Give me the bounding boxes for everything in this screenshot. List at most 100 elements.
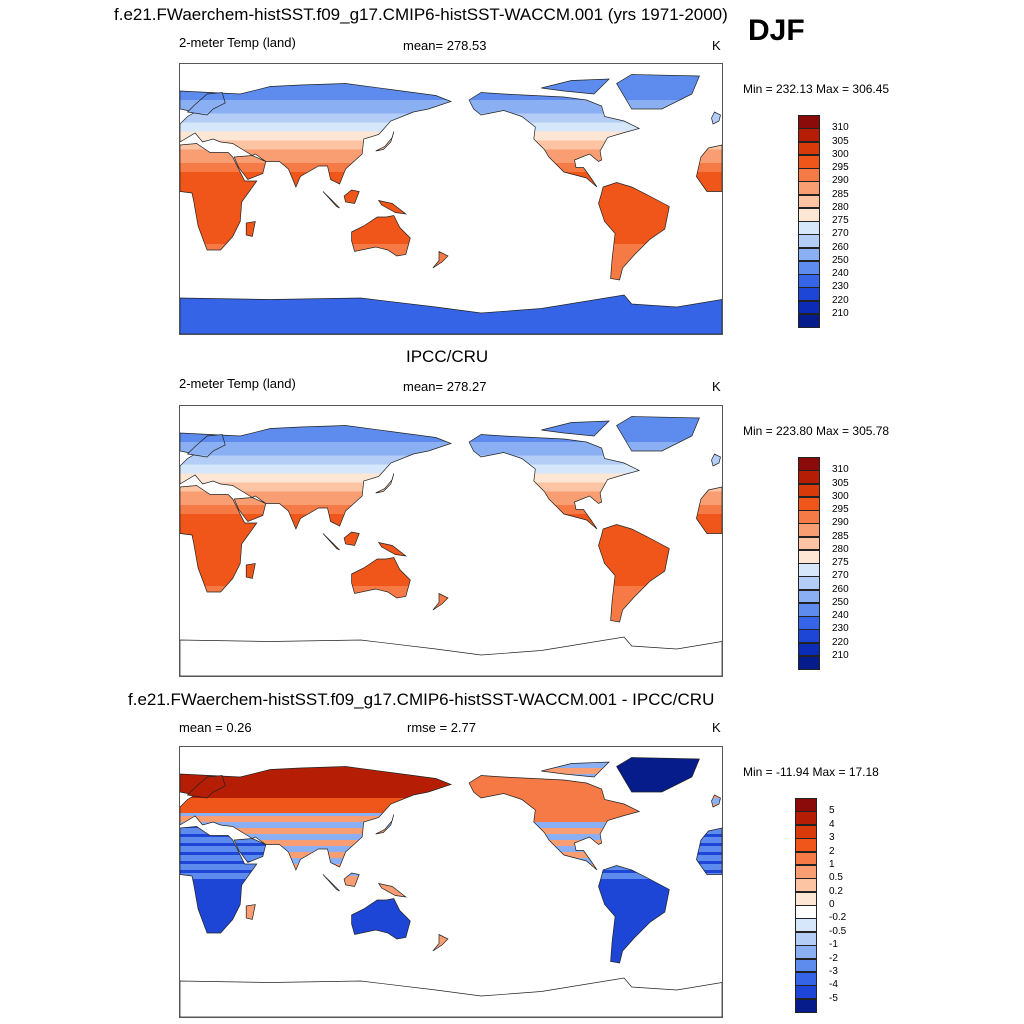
coastline-japan (375, 814, 395, 835)
colorbar-label: 260 (832, 583, 849, 595)
colorbar-box (798, 194, 820, 209)
colorbar-label: -0.2 (829, 912, 847, 924)
coastline-samerica (598, 524, 670, 623)
panel2-unit-label: K (712, 379, 721, 394)
colorbar-box (798, 221, 820, 235)
colorbar-label: 210 (832, 307, 849, 319)
coastline-greenland (616, 757, 700, 793)
panel1-map (179, 63, 723, 335)
colorbar-label: -0.5 (829, 925, 847, 937)
coastline-namerica (468, 775, 641, 871)
colorbar-box (795, 971, 817, 986)
coastline-madagascar (245, 904, 256, 920)
colorbar-box (798, 274, 820, 288)
colorbar-label: 275 (832, 557, 849, 568)
colorbar-label: 305 (832, 477, 849, 489)
colorbar-label: 3 (829, 832, 835, 844)
panel3-title: f.e21.FWaerchem-histSST.f09_g17.CMIP6-hi… (128, 690, 715, 709)
coastline-madagascar (245, 221, 256, 237)
colorbar-label: 305 (832, 135, 849, 147)
coastline-antarctica (180, 977, 722, 1017)
coastline-britain (711, 794, 721, 808)
coastline-africa (180, 143, 258, 251)
coastline-australia (351, 898, 411, 940)
coastline-arabia (233, 155, 267, 180)
colorbar-box (798, 536, 820, 551)
colorbar-box (798, 168, 820, 182)
colorbar-box (798, 154, 820, 169)
colorbar-label: 310 (832, 122, 849, 134)
colorbar-label: 300 (832, 148, 849, 160)
coastline-australia (351, 215, 411, 257)
colorbar-label: 295 (832, 504, 849, 515)
coastline-australia (351, 557, 411, 599)
panel1-mean-label: mean= 278.53 (403, 38, 487, 53)
panel1-unit-label: K (712, 38, 721, 53)
colorbar-label: 300 (832, 490, 849, 502)
panel3-map (179, 746, 723, 1018)
coastline-samerica (598, 182, 670, 281)
coastline-madagascar (245, 563, 256, 579)
colorbar-label: 2 (829, 845, 835, 857)
coastline-borneo (343, 189, 360, 204)
colorbar-box (798, 207, 820, 222)
panel2-title: IPCC/CRU (406, 347, 489, 366)
colorbar-box (798, 313, 820, 328)
colorbar-label: 4 (829, 818, 835, 830)
colorbar-label: 240 (832, 610, 849, 621)
colorbar-box (798, 260, 820, 275)
colorbar-label: -1 (829, 939, 838, 951)
colorbar-box (795, 945, 817, 959)
coastline-africaW (696, 486, 722, 534)
colorbar-label: 285 (832, 530, 849, 542)
coastline-scandinavia (186, 434, 226, 458)
colorbar-label: 210 (832, 649, 849, 661)
coastline-japan (375, 131, 395, 152)
coastline-arcticIslands (541, 761, 610, 778)
colorbar-label: 285 (832, 188, 849, 200)
colorbar-box (795, 864, 817, 879)
colorbar-label: -2 (829, 952, 838, 964)
colorbar-box (795, 998, 817, 1013)
colorbar-box (798, 510, 820, 524)
coastline-eurasia (180, 83, 453, 188)
season-label: DJF (748, 14, 805, 47)
panel2-mean-label: mean= 278.27 (403, 379, 487, 394)
colorbar-box (795, 851, 817, 866)
coastline-sumatra (322, 533, 340, 551)
colorbar-label: 250 (832, 254, 849, 266)
panel2-map (179, 405, 723, 677)
colorbar-label: 5 (829, 805, 835, 817)
colorbar-box (798, 457, 820, 471)
colorbar-box (798, 128, 820, 142)
panel1-variable-label: 2-meter Temp (land) (179, 35, 296, 50)
coastline-namerica (468, 434, 641, 530)
colorbar-label: 0.5 (829, 872, 843, 884)
coastline-africa (180, 485, 258, 593)
coastline-arabia (233, 838, 267, 863)
colorbar-box (798, 300, 820, 315)
coastline-samerica (598, 865, 670, 964)
colorbar-box (795, 891, 817, 906)
colorbar-box (798, 576, 820, 590)
coastline-nz (432, 592, 449, 611)
colorbar-box (798, 287, 820, 301)
colorbar-box (795, 811, 817, 826)
coastline-antarctica (180, 294, 722, 334)
colorbar-label: 0 (829, 899, 835, 910)
colorbar-label: 220 (832, 636, 849, 648)
colorbar-box (798, 602, 820, 617)
colorbar-label: 230 (832, 281, 849, 293)
panel1-minmax: Min = 232.13 Max = 306.45 (743, 82, 890, 96)
colorbar-box (795, 985, 817, 1000)
colorbar-label: -4 (829, 979, 838, 991)
colorbar-box (795, 958, 817, 973)
colorbar-label: 290 (832, 175, 849, 187)
coastline-britain (711, 453, 721, 467)
coastline-scandinavia (186, 92, 226, 116)
colorbar-label: 1 (829, 858, 835, 870)
colorbar-box (798, 629, 820, 643)
colorbar-box (798, 589, 820, 604)
colorbar-label: 0.2 (829, 885, 843, 897)
colorbar-box (798, 549, 820, 564)
